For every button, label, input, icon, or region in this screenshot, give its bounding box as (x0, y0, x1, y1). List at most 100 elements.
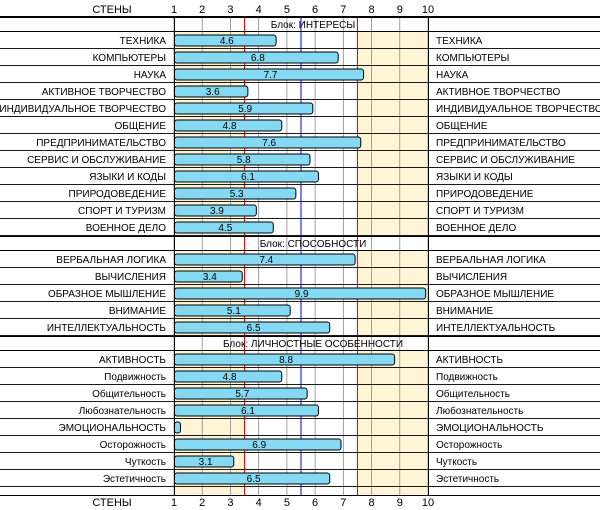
tick-label-top-2: 2 (199, 4, 205, 16)
row-label-left: СПОРТ И ТУРИЗМ (78, 206, 166, 217)
value-label-1-3: 5.1 (227, 306, 241, 317)
value-label-0-1: 6.8 (251, 53, 265, 64)
value-label-2-1: 4.8 (223, 372, 237, 383)
axis-title-bottom: СТЕНЫ (92, 497, 131, 509)
row-label-left: ТЕХНИКА (120, 36, 167, 47)
value-label-2-6: 3.1 (199, 457, 213, 468)
value-label-0-11: 4.5 (218, 223, 232, 234)
row-label-right: ЭМОЦИОНАЛЬНОСТЬ (436, 423, 544, 434)
row-label-left: ИНДИВИДУАЛЬНОЕ ТВОРЧЕСТВО (0, 104, 166, 115)
row-label-left: ВЫЧИСЛЕНИЯ (95, 272, 166, 283)
row-label-right: Чуткость (436, 457, 477, 468)
row-label-left: СЕРВИС И ОБСЛУЖИВАНИЕ (27, 155, 166, 166)
row-label-left: Общительность (92, 388, 166, 400)
row-label-left: КОМПЬЮТЕРЫ (93, 53, 167, 64)
value-label-0-10: 3.9 (210, 206, 224, 217)
value-label-0-5: 4.8 (223, 121, 237, 132)
value-label-0-0: 4.6 (220, 36, 234, 47)
value-label-2-5: 6.9 (252, 440, 266, 451)
tick-label-top-5: 5 (284, 4, 290, 16)
value-label-0-9: 5.3 (230, 189, 244, 200)
tick-label-bottom-2: 2 (199, 497, 205, 509)
row-label-right: Общительность (436, 388, 510, 400)
value-label-0-3: 3.6 (206, 87, 220, 98)
row-label-left: АКТИВНОСТЬ (99, 355, 166, 366)
row-label-left: ОБЩЕНИЕ (115, 121, 167, 132)
row-label-left: Подвижность (104, 372, 166, 383)
row-label-left: Эстетичность (103, 474, 166, 485)
row-label-left: Осторожность (100, 440, 166, 451)
row-label-right: ЯЗЫКИ И КОДЫ (436, 172, 513, 183)
tick-label-bottom-9: 9 (397, 497, 403, 509)
value-label-0-6: 7.6 (262, 138, 276, 149)
tick-label-bottom-5: 5 (284, 497, 290, 509)
tick-label-bottom-6: 6 (312, 497, 318, 509)
row-label-right: СЕРВИС И ОБСЛУЖИВАНИЕ (436, 155, 575, 166)
value-label-2-0: 8.8 (279, 355, 293, 366)
block-title-1: Блок: СПОСОБНОСТИ (260, 239, 367, 250)
value-label-1-4: 6.5 (247, 323, 261, 334)
value-label-0-8: 6.1 (241, 172, 255, 183)
row-label-right: ОБРАЗНОЕ МЫШЛЕНИЕ (436, 289, 554, 300)
row-label-right: ВЫЧИСЛЕНИЯ (436, 272, 507, 283)
row-label-left: ИНТЕЛЛЕКТУАЛЬНОСТЬ (47, 323, 167, 334)
row-label-right: ОБЩЕНИЕ (436, 121, 488, 132)
value-label-2-7: 6.5 (247, 474, 261, 485)
row-label-right: Эстетичность (436, 474, 499, 485)
row-label-left: ВОЕННОЕ ДЕЛО (86, 223, 166, 234)
row-label-right: Подвижность (436, 372, 498, 383)
row-label-left: ПРИРОДОВЕДЕНИЕ (69, 189, 167, 200)
row-label-left: Чуткость (125, 457, 166, 468)
tick-label-top-7: 7 (340, 4, 346, 16)
row-label-right: ВЕРБАЛЬНАЯ ЛОГИКА (436, 255, 546, 266)
row-label-left: ВНИМАНИЕ (109, 306, 166, 317)
tick-label-bottom-1: 1 (171, 497, 177, 509)
value-label-0-4: 5.9 (238, 104, 252, 115)
value-label-2-3: 6.1 (241, 406, 255, 417)
value-label-0-7: 5.8 (237, 155, 251, 166)
row-label-right: ИНТЕЛЛЕКТУАЛЬНОСТЬ (436, 323, 556, 334)
tick-label-top-4: 4 (256, 4, 262, 16)
row-label-right: СПОРТ И ТУРИЗМ (436, 206, 524, 217)
value-label-2-2: 5.7 (235, 389, 249, 400)
row-label-right: ТЕХНИКА (436, 36, 483, 47)
block-title-0: Блок: ИНТЕРЕСЫ (271, 20, 356, 31)
shaded-range-1 (357, 17, 428, 495)
tick-label-bottom-8: 8 (368, 497, 374, 509)
tick-label-top-1: 1 (171, 4, 177, 16)
value-label-1-1: 3.4 (203, 272, 217, 283)
tick-label-top-6: 6 (312, 4, 318, 16)
tick-label-bottom-7: 7 (340, 497, 346, 509)
value-label-1-0: 7.4 (259, 255, 273, 266)
row-label-right: ПРИРОДОВЕДЕНИЕ (436, 189, 534, 200)
row-label-right: ИНДИВИДУАЛЬНОЕ ТВОРЧЕСТВО (436, 104, 600, 115)
tick-label-top-9: 9 (397, 4, 403, 16)
row-label-left: АКТИВНОЕ ТВОРЧЕСТВО (42, 87, 166, 98)
value-label-1-2: 9.9 (295, 289, 309, 300)
row-label-left: ПРЕДПРИНИМАТЕЛЬСТВО (36, 138, 166, 149)
row-label-right: АКТИВНОЕ ТВОРЧЕСТВО (436, 87, 560, 98)
row-label-right: Осторожность (436, 440, 502, 451)
row-label-left: ЯЗЫКИ И КОДЫ (89, 172, 166, 183)
row-label-right: Любознательность (436, 405, 523, 417)
tick-label-bottom-4: 4 (256, 497, 262, 509)
row-label-left: ВЕРБАЛЬНАЯ ЛОГИКА (56, 255, 166, 266)
tick-label-top-3: 3 (227, 4, 233, 16)
tick-label-bottom-3: 3 (227, 497, 233, 509)
value-label-0-2: 7.7 (264, 70, 278, 81)
tick-label-top-8: 8 (368, 4, 374, 16)
row-label-left: НАУКА (134, 70, 167, 81)
row-label-right: НАУКА (436, 70, 469, 81)
block-header-band (0, 17, 600, 32)
row-label-right: АКТИВНОСТЬ (436, 355, 503, 366)
row-label-right: ВОЕННОЕ ДЕЛО (436, 223, 516, 234)
bar-2-4 (174, 421, 181, 434)
row-label-left: ОБРАЗНОЕ МЫШЛЕНИЕ (48, 289, 166, 300)
row-label-left: Любознательность (79, 405, 166, 417)
axis-title-top: СТЕНЫ (92, 4, 131, 16)
block-header-band (0, 336, 600, 351)
tick-label-top-10: 10 (422, 4, 434, 16)
row-label-right: ВНИМАНИЕ (436, 306, 493, 317)
tick-label-bottom-10: 10 (422, 497, 434, 509)
